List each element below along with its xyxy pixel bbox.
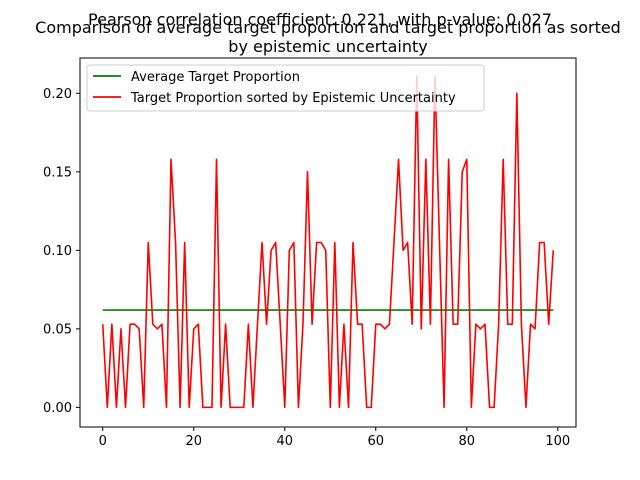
x-tick-label: 20 [185,434,202,449]
chart-title-line-2: by epistemic uncertainty [228,37,427,56]
plot-frame [79,57,577,428]
y-tick-label: 0.05 [43,322,72,337]
y-tick-label: 0.10 [43,244,72,259]
chart-title-line-1: Comparison of average target proportion … [35,18,621,37]
suptitle: Pearson correlation coefficient: 0.221, … [88,10,552,29]
legend-label-sorted: Target Proportion sorted by Epistemic Un… [130,91,456,106]
x-tick-label: 0 [99,434,107,449]
x-tick-label: 40 [276,434,293,449]
series-layer [101,75,555,409]
x-tick-label: 80 [459,434,476,449]
x-tick-label: 100 [545,434,570,449]
legend: Average Target Proportion Target Proport… [86,64,485,112]
y-tick-label: 0.20 [43,87,72,102]
y-axis: 0.00 0.05 0.10 0.15 0.20 [43,87,80,416]
y-tick-label: 0.00 [43,401,72,416]
x-axis: 0 20 40 60 80 100 [99,427,570,449]
x-tick-label: 60 [368,434,385,449]
plot-area [80,58,576,427]
series-line-target-proportion-sorted [101,75,555,409]
legend-label-average: Average Target Proportion [131,70,300,85]
legend-box [86,64,485,112]
y-tick-label: 0.15 [43,165,72,180]
